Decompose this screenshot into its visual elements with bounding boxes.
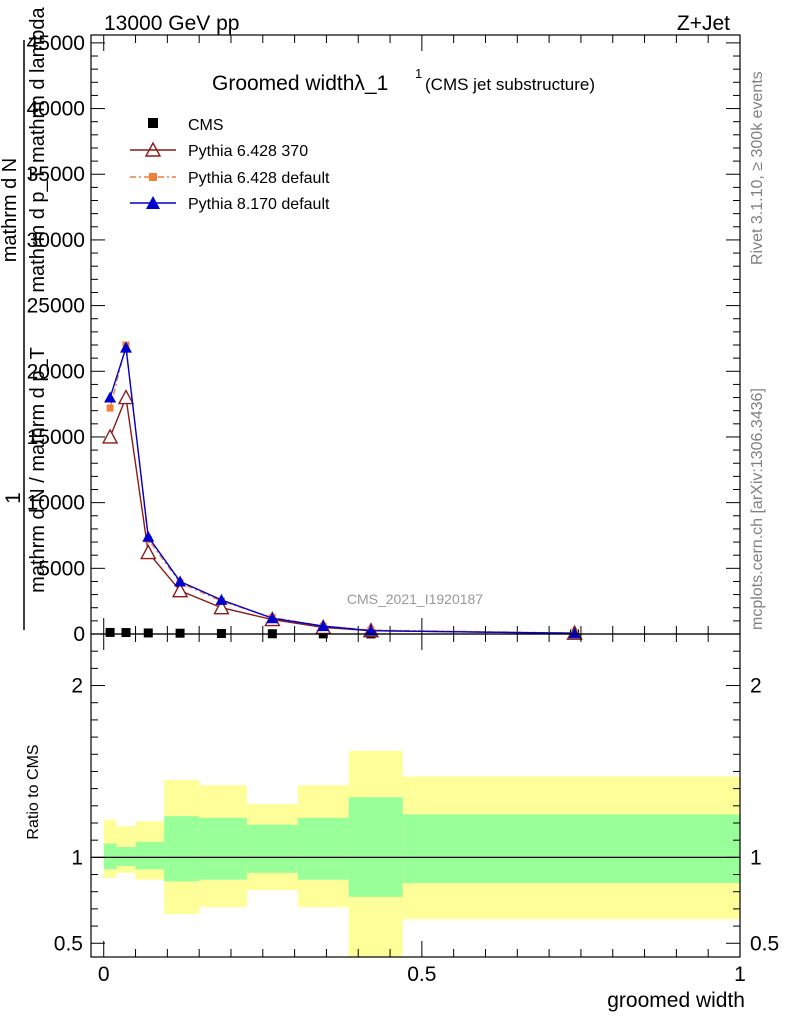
- y-axis-label-top: 1: [2, 492, 25, 504]
- ratio-y-tick-label-right: 1: [750, 846, 762, 869]
- ratio-inner-band: [246, 824, 298, 873]
- y-tick-label: 35000: [27, 163, 85, 186]
- ratio-plot: 0 0.5 10.5 0.51 12 2: [54, 633, 779, 986]
- data-point-p6-370: [213, 599, 230, 615]
- plot-title-sub: (CMS jet substructure): [425, 75, 595, 94]
- ratio-y-tick-label: 0.5: [54, 932, 83, 955]
- x-tick-label: 0.5: [407, 963, 436, 986]
- mcplots-label: mcplots.cern.ch [arXiv:1306.3436]: [749, 388, 766, 630]
- data-point-cms: [105, 627, 115, 637]
- ratio-inner-band: [164, 816, 200, 882]
- ratio-inner-band: [402, 814, 740, 884]
- data-point-cms: [121, 628, 131, 638]
- ratio-inner-band: [199, 817, 247, 880]
- legend: CMS Pythia 6.428 370 Pythia 6.428 defaul…: [130, 117, 330, 213]
- analysis-watermark: CMS_2021_I1920187: [347, 591, 483, 607]
- legend-label-p6-default: Pythia 6.428 default: [188, 170, 330, 187]
- y-tick-label: 30000: [27, 229, 85, 252]
- ratio-frame: [90, 633, 741, 958]
- y-tick-label: 40000: [27, 98, 85, 121]
- series-line: [109, 394, 575, 634]
- x-tick-label: 0: [98, 963, 110, 986]
- data-point-cms: [175, 628, 185, 638]
- y-tick-label: 15000: [27, 426, 85, 449]
- x-axis-label: groomed width: [607, 989, 745, 1012]
- main-plot: 0 5000 10000 15000 20000 25000 30000 35000 40000…: [27, 32, 741, 646]
- ratio-y-tick-label: 1: [71, 846, 83, 869]
- ratio-y-tick-label-right: 2: [750, 675, 762, 698]
- legend-marker-cms: [148, 118, 158, 128]
- y-tick-label: 10000: [27, 492, 85, 515]
- data-point-p8-default: [317, 620, 330, 632]
- legend-marker-p6-default: [149, 173, 157, 181]
- data-point-p8-default: [215, 593, 228, 605]
- energy-label: 13000 GeV pp: [104, 12, 239, 35]
- data-point-p6-370: [101, 428, 119, 444]
- legend-label-cms: CMS: [188, 117, 224, 134]
- y-axis-label-den2: mathrm d N / mathrm d p_T: [27, 347, 49, 593]
- data-point-p8-default: [568, 627, 581, 639]
- y-tick-label: 20000: [27, 360, 85, 383]
- legend-marker-p8-default: [146, 196, 160, 209]
- data-point-p6-default: [106, 404, 114, 412]
- y-tick-label: 0: [73, 623, 85, 646]
- rivet-label: Rivet 3.1.10, ≥ 300k events: [749, 71, 766, 265]
- y-tick-label: 45000: [27, 32, 85, 55]
- ratio-inner-band: [348, 797, 403, 897]
- ratio-y-label: Ratio to CMS: [25, 744, 42, 839]
- ratio-y-tick-label-right: 0.5: [750, 932, 779, 955]
- data-point-p8-default: [142, 530, 155, 542]
- ratio-inner-band: [103, 843, 117, 870]
- ratio-inner-band: [297, 817, 349, 880]
- plot-title-sup: 1: [415, 66, 422, 81]
- data-point-p6-370: [140, 544, 157, 560]
- data-point-p6-370: [171, 582, 189, 598]
- plot-title: Groomed widthλ_1: [212, 72, 388, 95]
- data-point-p8-default: [104, 391, 117, 403]
- data-point-p8-default: [174, 575, 187, 587]
- data-point-p6-370: [117, 389, 135, 405]
- ratio-y-tick-label: 2: [71, 675, 83, 698]
- ratio-inner-band: [116, 847, 136, 866]
- data-point-p8-default: [119, 341, 132, 353]
- process-label: Z+Jet: [677, 12, 730, 35]
- y-axis-label-num: mathrm d N: [0, 158, 21, 262]
- legend-label-p6-370: Pythia 6.428 370: [188, 143, 308, 160]
- ratio-inner-band: [135, 841, 165, 870]
- y-axis-label-den: mathrm d p_T mathrm d lambda: [27, 6, 49, 292]
- y-tick-label: 25000: [27, 295, 85, 318]
- legend-marker-p6-370: [144, 141, 162, 157]
- x-tick-label: 1: [734, 963, 746, 986]
- data-point-cms: [143, 628, 153, 638]
- y-tick-label: 5000: [38, 557, 85, 580]
- data-point-p8-default: [266, 612, 279, 624]
- legend-label-p8-default: Pythia 8.170 default: [188, 196, 330, 213]
- data-point-p8-default: [364, 624, 377, 636]
